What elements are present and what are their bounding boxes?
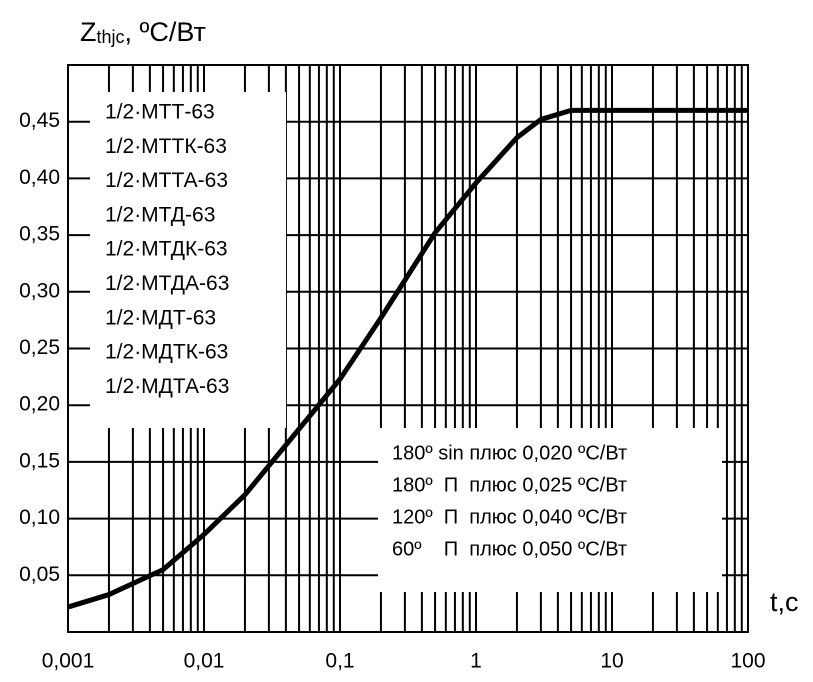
y-tick-label: 0,05 bbox=[19, 563, 60, 586]
x-tick-label: 0,1 bbox=[325, 650, 354, 673]
note-label: 180º sin плюс 0,020 ºC/Вт bbox=[392, 442, 627, 464]
device-label: 1/2·МТД-63 bbox=[105, 203, 215, 226]
x-tick-label: 0,01 bbox=[184, 650, 225, 673]
y-tick-label: 0,40 bbox=[19, 166, 60, 189]
y-tick-label: 0,25 bbox=[19, 336, 60, 359]
x-tick-label: 100 bbox=[730, 650, 765, 673]
device-label: 1/2·МДТК-63 bbox=[105, 341, 228, 364]
device-label: 1/2·МТТ-63 bbox=[105, 101, 215, 124]
y-tick-label: 0,10 bbox=[19, 506, 60, 529]
x-axis-label: t,c bbox=[770, 587, 799, 617]
y-tick-label: 0,45 bbox=[19, 109, 60, 132]
device-label: 1/2·МДТА-63 bbox=[105, 375, 229, 398]
note-box bbox=[378, 428, 722, 592]
device-label: 1/2·МТДА-63 bbox=[105, 272, 229, 295]
y-tick-label: 0,35 bbox=[19, 223, 60, 246]
device-label: 1/2·МТДК-63 bbox=[105, 238, 228, 261]
x-tick-label: 10 bbox=[600, 650, 623, 673]
note-label: 60º П плюс 0,050 ºC/Вт bbox=[392, 538, 627, 560]
device-label: 1/2·МДТ-63 bbox=[105, 306, 216, 329]
device-label: 1/2·МТТА-63 bbox=[105, 169, 228, 192]
y-tick-label: 0,15 bbox=[19, 449, 60, 472]
device-box bbox=[90, 92, 286, 428]
y-axis-label: Zthjc, ºC/Вт bbox=[80, 17, 206, 47]
data-line bbox=[67, 107, 748, 610]
y-tick-label: 0,30 bbox=[19, 279, 60, 302]
device-label: 1/2·МТТК-63 bbox=[105, 135, 227, 158]
note-label: 180º П плюс 0,025 ºC/Вт bbox=[392, 474, 627, 496]
plot-frame bbox=[67, 64, 749, 633]
x-tick-label: 1 bbox=[470, 650, 482, 673]
y-tick-label: 0,20 bbox=[19, 393, 60, 416]
x-tick-label: 0,001 bbox=[42, 650, 95, 673]
note-label: 120º П плюс 0,040 ºC/Вт bbox=[392, 506, 627, 528]
